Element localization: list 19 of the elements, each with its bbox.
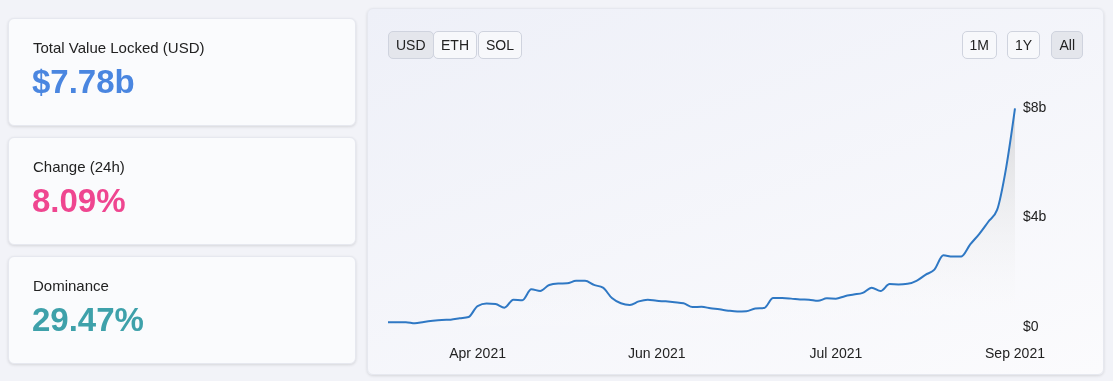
y-tick-label: $8b [1023, 98, 1047, 115]
x-tick-label: Apr 2021 [449, 344, 507, 361]
toggle-button: SOL [478, 31, 522, 59]
text: $7.78b [32, 63, 135, 101]
toggle-button: All [1051, 31, 1083, 59]
toggle-button: ETH [433, 31, 477, 59]
x-tick-label: Sep 2021 [985, 344, 1046, 361]
text: Change (24h) [33, 158, 125, 175]
toggle-button: 1Y [1006, 31, 1040, 59]
y-tick-label: $4b [1023, 208, 1047, 225]
text: Total Value Locked (USD) [33, 39, 205, 56]
text: 29.47% [32, 301, 144, 339]
x-tick-label: Jun 2021 [627, 344, 686, 361]
y-tick-label: $0 [1023, 317, 1039, 334]
text: 8.09% [32, 182, 126, 220]
toggle-button: USD [388, 31, 434, 59]
x-tick-label: Jul 2021 [809, 344, 863, 361]
text: Dominance [33, 277, 109, 294]
toggle-button: 1M [961, 31, 997, 59]
